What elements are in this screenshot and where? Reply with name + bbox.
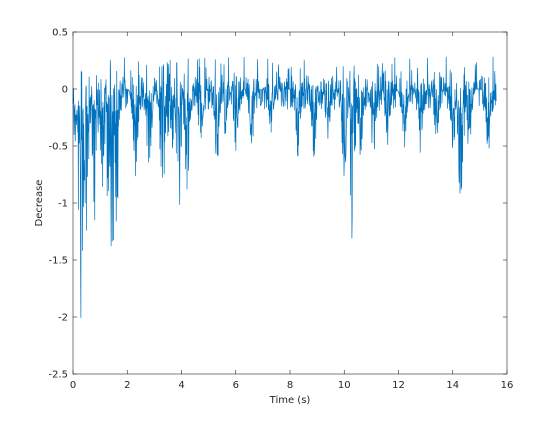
x-tick-label: 8: [287, 380, 293, 391]
x-tick-label: 0: [70, 380, 76, 391]
x-tick-label: 6: [233, 380, 239, 391]
series-line-0: [72, 56, 497, 318]
x-tick-label: 14: [446, 380, 459, 391]
series-layer: [72, 56, 497, 318]
y-tick-label: -1.5: [48, 256, 68, 267]
y-tick-label: -2: [58, 313, 68, 324]
y-tick-label: -1: [58, 199, 68, 210]
y-axis-label: Decrease: [34, 180, 45, 227]
x-tick-label: 4: [178, 380, 184, 391]
x-tick-label: 12: [392, 380, 405, 391]
tick-layer: 0 2 4 6 8 10 12 14 16 -2.5 -2 -1.5 -1 -0.5 0 0.5: [48, 28, 513, 392]
y-tick-label: -0.5: [48, 142, 68, 153]
x-axis-label: Time (s): [269, 395, 311, 406]
y-tick-label: -2.5: [48, 370, 68, 381]
y-tick-label: 0: [62, 85, 68, 96]
x-tick-label: 2: [124, 380, 130, 391]
x-tick-label: 16: [501, 380, 514, 391]
y-tick-label: 0.5: [52, 28, 68, 39]
x-tick-label: 10: [338, 380, 351, 391]
